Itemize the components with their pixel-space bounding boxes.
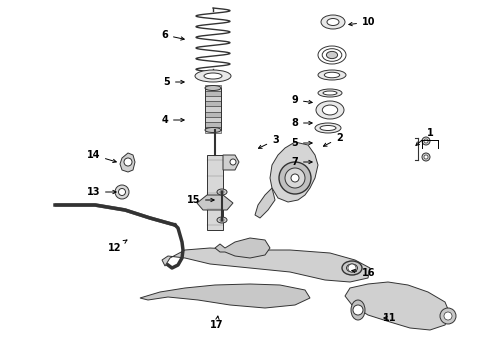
Bar [205, 88, 221, 130]
Circle shape [115, 185, 129, 199]
Ellipse shape [217, 189, 227, 195]
Text: 9: 9 [291, 95, 312, 105]
Polygon shape [197, 195, 233, 210]
Ellipse shape [195, 70, 231, 82]
Polygon shape [120, 153, 135, 172]
Circle shape [285, 168, 305, 188]
Ellipse shape [327, 18, 339, 26]
Ellipse shape [315, 123, 341, 133]
Ellipse shape [205, 127, 221, 132]
Polygon shape [223, 155, 239, 170]
Text: 13: 13 [87, 187, 116, 197]
Circle shape [348, 264, 356, 272]
Text: 11: 11 [383, 313, 396, 323]
Ellipse shape [318, 70, 346, 80]
Polygon shape [345, 282, 450, 330]
Polygon shape [215, 238, 270, 258]
Text: 4: 4 [161, 115, 184, 125]
Ellipse shape [320, 126, 336, 131]
Ellipse shape [217, 217, 227, 223]
Text: 8: 8 [291, 118, 312, 128]
Text: 16: 16 [352, 268, 375, 278]
Ellipse shape [220, 219, 224, 221]
Circle shape [353, 305, 363, 315]
Bar [205, 101, 221, 106]
Circle shape [424, 139, 428, 143]
Ellipse shape [220, 190, 224, 194]
Polygon shape [162, 248, 370, 282]
Text: 15: 15 [187, 195, 214, 205]
Circle shape [444, 312, 452, 320]
Text: 5: 5 [163, 77, 184, 87]
Circle shape [279, 162, 311, 194]
Ellipse shape [324, 72, 340, 78]
Ellipse shape [342, 261, 362, 275]
Text: 12: 12 [108, 240, 127, 253]
Bar [205, 112, 221, 117]
Bar [205, 91, 221, 96]
Ellipse shape [205, 86, 221, 90]
Text: 6: 6 [161, 30, 184, 40]
Ellipse shape [318, 89, 342, 97]
Circle shape [291, 174, 299, 182]
Ellipse shape [321, 15, 345, 29]
Polygon shape [270, 142, 318, 202]
Bar [205, 106, 221, 112]
Circle shape [422, 153, 430, 161]
Text: 14: 14 [87, 150, 116, 162]
Circle shape [440, 308, 456, 324]
Circle shape [422, 137, 430, 145]
Polygon shape [140, 284, 310, 308]
Text: 1: 1 [416, 128, 433, 145]
Ellipse shape [326, 51, 338, 59]
Text: 7: 7 [291, 157, 312, 167]
Text: 5: 5 [291, 138, 312, 148]
Ellipse shape [346, 264, 358, 272]
Text: 2: 2 [323, 133, 343, 146]
Circle shape [424, 155, 428, 159]
Bar [207, 155, 223, 230]
Polygon shape [255, 188, 275, 218]
Text: 3: 3 [258, 135, 279, 148]
Circle shape [124, 158, 132, 166]
Text: 17: 17 [210, 316, 223, 330]
Bar [205, 122, 221, 127]
Text: 10: 10 [349, 17, 375, 27]
Ellipse shape [351, 300, 365, 320]
Ellipse shape [204, 73, 222, 79]
Ellipse shape [316, 101, 344, 119]
Circle shape [230, 159, 236, 165]
Bar [205, 127, 221, 132]
Circle shape [119, 189, 125, 195]
Bar [205, 85, 221, 91]
Bar [205, 117, 221, 122]
Ellipse shape [322, 105, 338, 115]
Bar [205, 96, 221, 101]
Ellipse shape [323, 91, 337, 95]
